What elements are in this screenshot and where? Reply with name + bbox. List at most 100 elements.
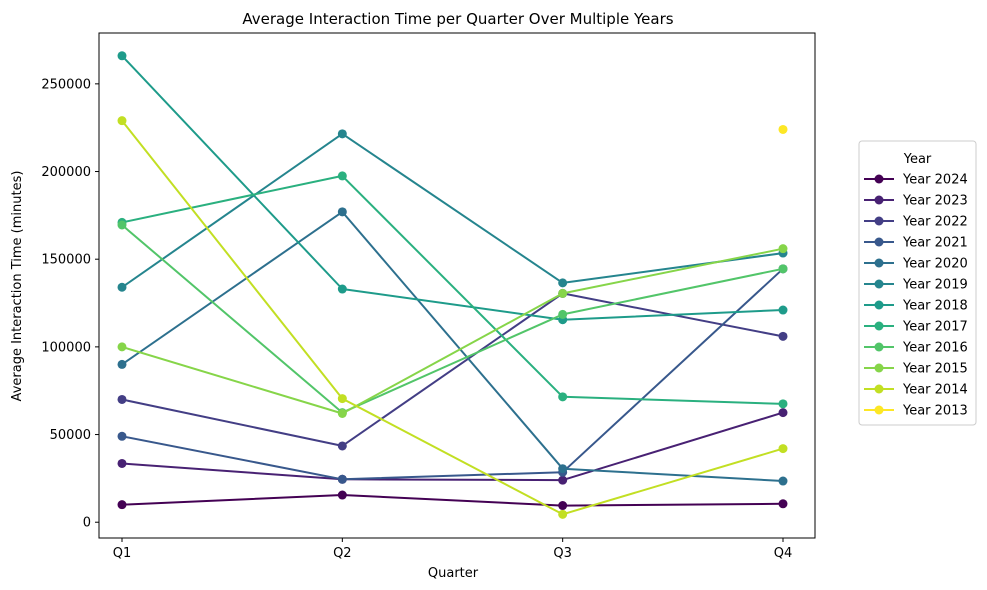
legend-swatch-marker: [874, 174, 884, 184]
legend-swatch-marker: [874, 405, 884, 415]
legend-label: Year 2018: [902, 299, 968, 314]
data-point: [117, 220, 127, 230]
data-point: [778, 244, 788, 254]
y-tick-label: 100000: [41, 340, 91, 355]
data-point: [117, 342, 127, 352]
legend-swatch-marker: [874, 384, 884, 394]
data-point: [558, 278, 568, 288]
data-point: [558, 509, 568, 519]
series-year-2017: [117, 171, 788, 409]
legend-label: Year 2021: [902, 236, 968, 251]
series-line: [121, 268, 784, 481]
series-year-2018: [117, 51, 788, 325]
legend-label: Year 2016: [902, 341, 968, 356]
x-axis-label: Quarter: [428, 566, 479, 581]
y-tick-label: 0: [83, 516, 91, 531]
data-point: [337, 490, 347, 500]
legend-label: Year 2019: [902, 278, 968, 293]
data-point: [337, 207, 347, 217]
legend-swatch-marker: [874, 195, 884, 205]
y-axis-label: Average Interaction Time (minutes): [10, 171, 25, 402]
data-point: [117, 282, 127, 292]
data-point: [117, 458, 127, 468]
data-point: [558, 464, 568, 474]
legend-label: Year 2024: [902, 173, 968, 188]
series-line: [121, 132, 784, 289]
data-point: [117, 51, 127, 61]
data-point: [778, 331, 788, 341]
data-point: [778, 408, 788, 418]
series-line: [121, 494, 784, 507]
data-point: [337, 394, 347, 404]
x-tick-label: Q2: [333, 546, 352, 561]
data-point: [778, 305, 788, 315]
data-point: [558, 392, 568, 402]
legend-label: Year 2013: [902, 404, 968, 419]
data-point: [778, 399, 788, 409]
y-tick-label: 150000: [41, 253, 91, 268]
data-point: [337, 409, 347, 419]
legend-title: Year: [903, 152, 932, 167]
series-year-2014: [117, 116, 788, 519]
data-point: [778, 499, 788, 509]
data-point: [117, 116, 127, 126]
data-point: [558, 475, 568, 485]
series-line: [121, 120, 784, 516]
legend-swatch-marker: [874, 363, 884, 373]
x-tick-label: Q3: [553, 546, 572, 561]
data-point: [117, 394, 127, 404]
legend-label: Year 2014: [902, 383, 968, 398]
data-point: [558, 309, 568, 319]
x-tick-label: Q1: [113, 546, 132, 561]
legend-item: Year 2020: [864, 257, 968, 272]
chart-title: Average Interaction Time per Quarter Ove…: [242, 10, 673, 28]
legend-label: Year 2022: [902, 215, 968, 230]
series-line: [121, 55, 784, 321]
legend-box: [858, 140, 977, 426]
data-point: [778, 444, 788, 454]
data-point: [337, 171, 347, 181]
legend-item: Year 2021: [864, 236, 968, 251]
series-year-2013: [778, 124, 788, 134]
legend-swatch-marker: [874, 321, 884, 331]
data-point: [117, 500, 127, 510]
legend-label: Year 2015: [902, 362, 968, 377]
legend-label: Year 2020: [902, 257, 968, 272]
legend-item: Year 2023: [864, 194, 968, 209]
series-line: [121, 174, 784, 405]
series-year-2022: [117, 288, 788, 451]
series-line: [121, 292, 784, 447]
legend-swatch-marker: [874, 342, 884, 352]
legend-item: Year 2015: [864, 362, 968, 377]
series-year-2020: [117, 207, 788, 486]
data-point: [117, 359, 127, 369]
data-point: [778, 124, 788, 134]
series-line: [121, 247, 784, 415]
x-tick-label: Q4: [774, 546, 793, 561]
series-line: [121, 210, 784, 482]
legend-item: Year 2014: [864, 383, 968, 398]
y-tick-label: 200000: [41, 165, 91, 180]
data-point: [117, 431, 127, 441]
legend-swatch-marker: [874, 237, 884, 247]
legend-item: Year 2016: [864, 341, 968, 356]
legend-swatch-marker: [874, 216, 884, 226]
legend-item: Year 2022: [864, 215, 968, 230]
y-tick-label: 50000: [50, 428, 91, 443]
plot-area: Q1 Q2 Q3 Q4 0 50000 100000 150000 200000 250000: [41, 32, 816, 561]
legend: Year Year 2024 Year 2023 Year 2022 Year 2021…: [858, 140, 977, 426]
legend-swatch-marker: [874, 300, 884, 310]
legend-item: Year 2017: [864, 320, 968, 335]
series-line: [121, 224, 784, 414]
data-point: [337, 474, 347, 484]
data-point: [778, 264, 788, 274]
legend-item: Year 2019: [864, 278, 968, 293]
legend-item: Year 2013: [864, 404, 968, 419]
series-year-2015: [117, 244, 788, 419]
data-point: [337, 129, 347, 139]
legend-label: Year 2023: [902, 194, 968, 209]
legend-swatch-marker: [874, 258, 884, 268]
series-line: [121, 411, 784, 482]
